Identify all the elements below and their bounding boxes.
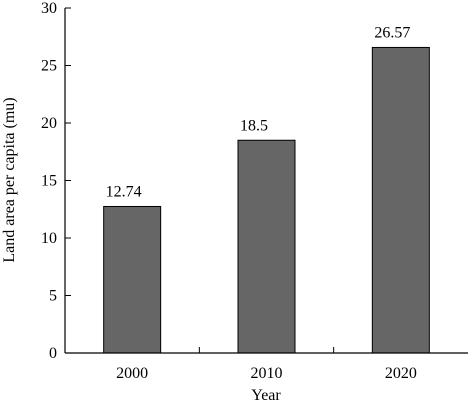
- bar-series: [103, 46, 430, 354]
- bar-2000: [103, 205, 162, 354]
- y-tick-label: 20: [41, 115, 57, 132]
- x-tick-label-2020: 2020: [385, 365, 417, 382]
- y-tick-label: 10: [41, 230, 57, 247]
- data-label-2020: 26.57: [374, 24, 410, 41]
- bar-2020: [371, 46, 430, 354]
- y-tick-label: 30: [41, 0, 57, 17]
- data-label-2010: 18.5: [240, 117, 268, 134]
- y-tick-label: 25: [41, 58, 57, 75]
- y-axis-title: Land area per capita (mu): [1, 97, 18, 262]
- y-axis-ticks: 0 5 10 15 20 25 30: [41, 0, 71, 362]
- x-axis-ticks: 2000 2010 2020: [116, 347, 417, 382]
- bar-2010: [237, 139, 296, 354]
- y-tick-label: 5: [49, 288, 57, 305]
- data-labels: 12.74 18.5 26.57: [106, 24, 411, 200]
- x-tick-label-2010: 2010: [251, 365, 283, 382]
- data-label-2000: 12.74: [106, 183, 142, 200]
- y-tick-label: 15: [41, 173, 57, 190]
- y-tick-label: 0: [49, 345, 57, 362]
- x-tick-label-2000: 2000: [116, 365, 148, 382]
- x-axis-title: Year: [251, 387, 281, 404]
